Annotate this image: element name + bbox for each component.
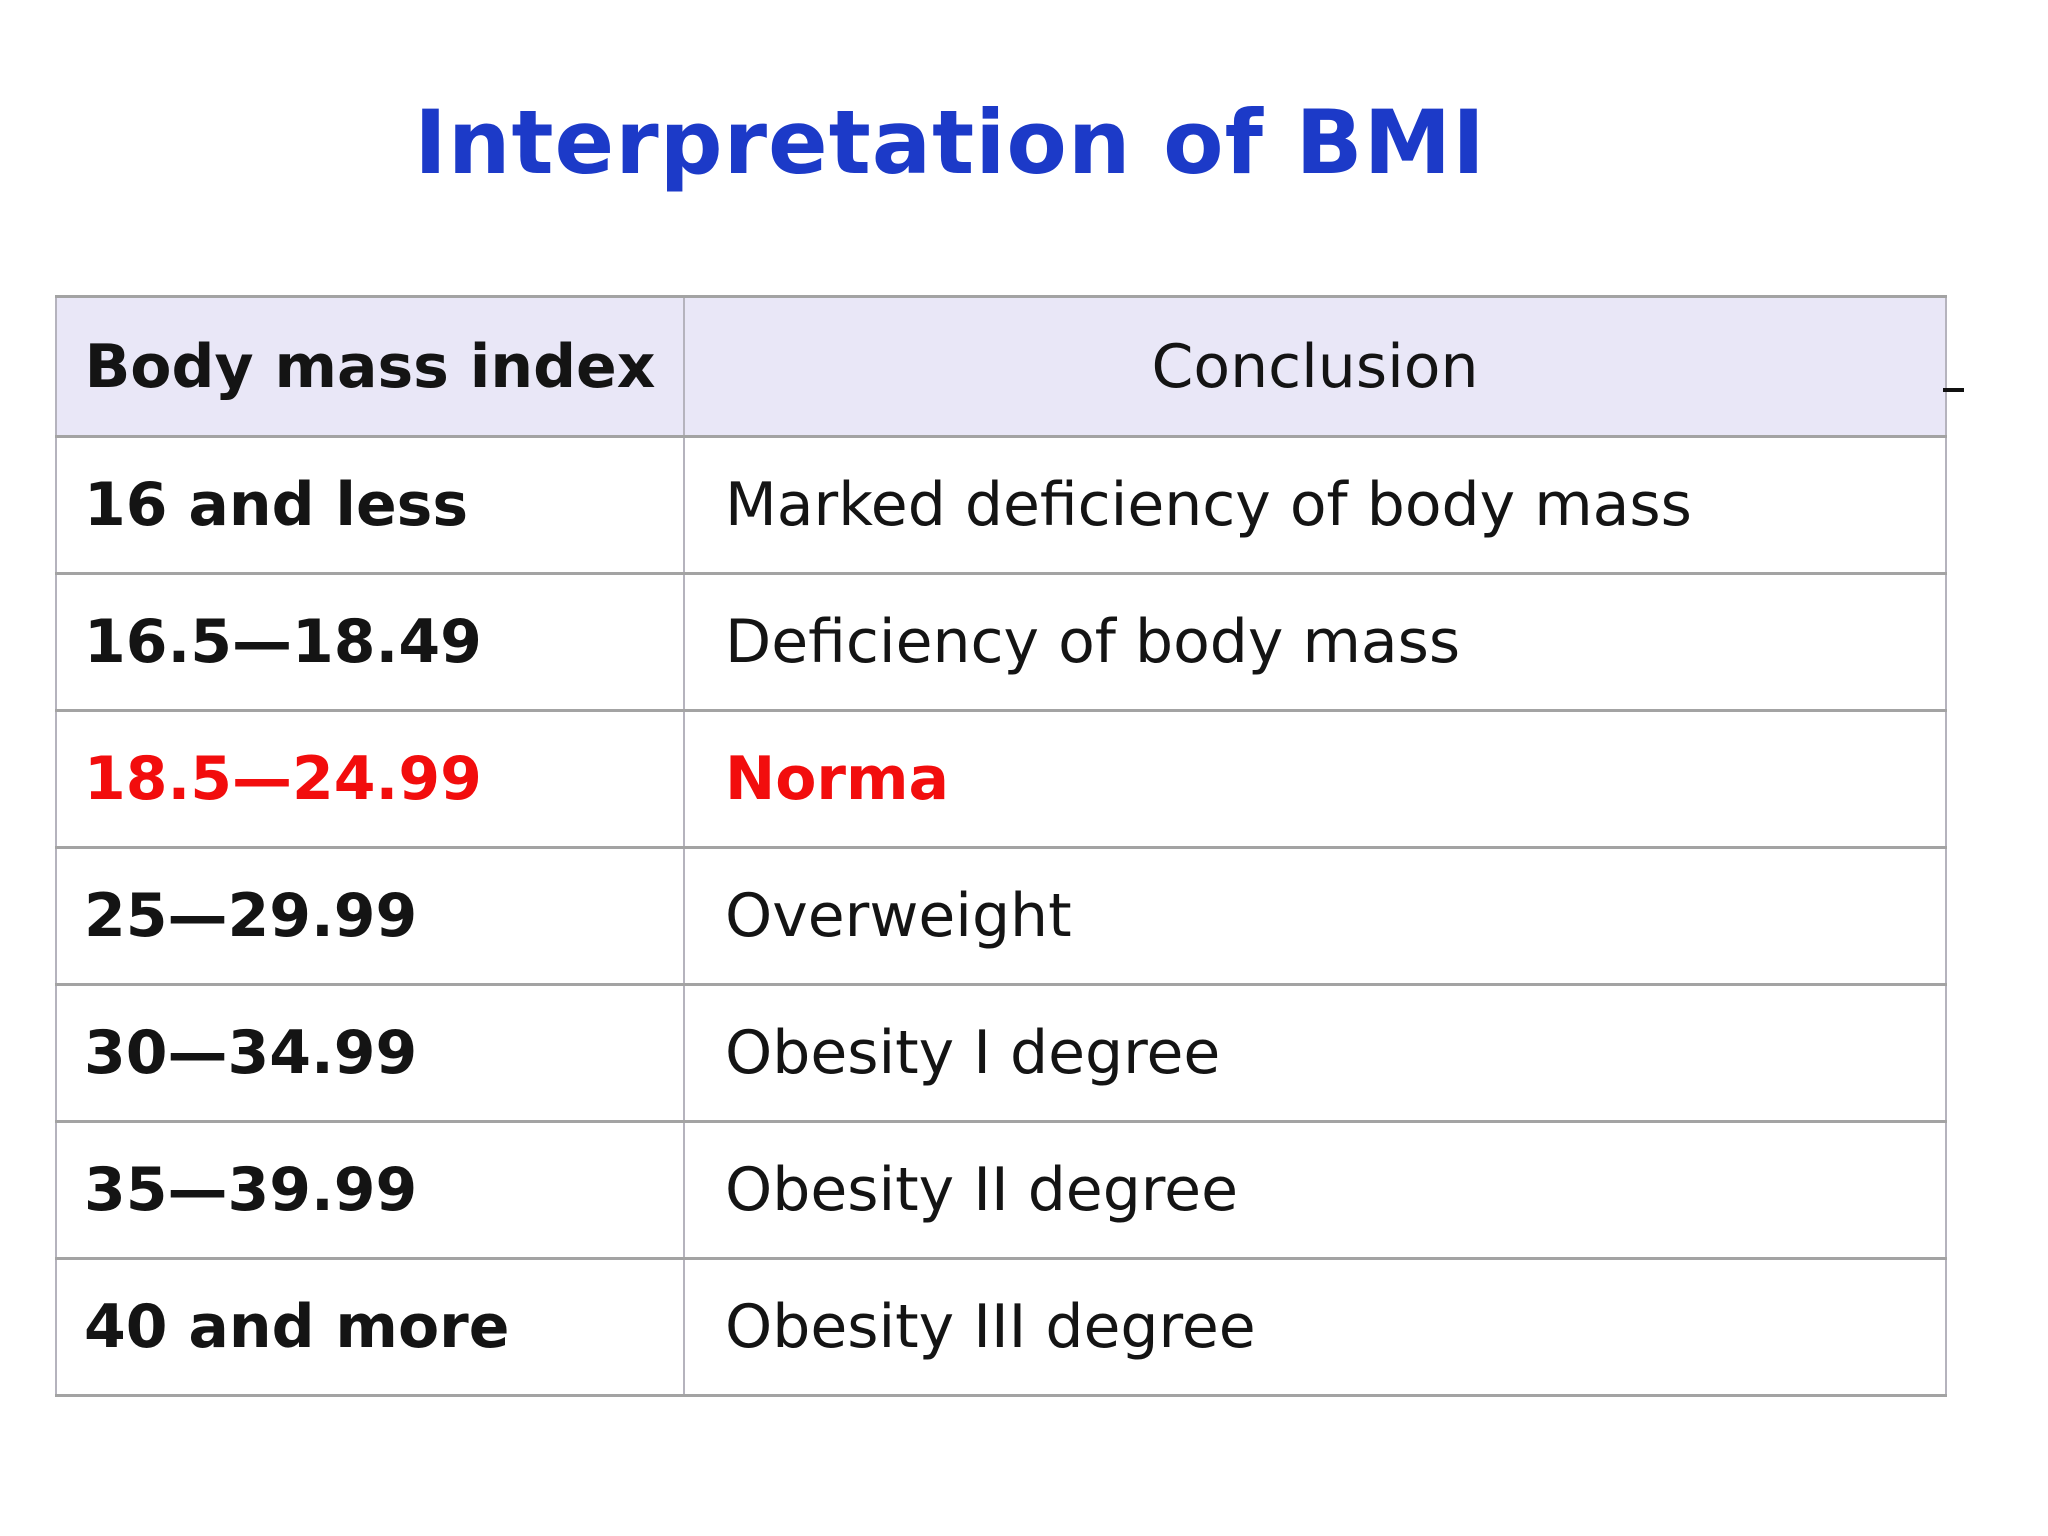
table-body: 16 and less Marked deficiency of body mas…	[55, 435, 1947, 1397]
bmi-table: Body mass index Conclusion 16 and less Ma…	[55, 295, 1947, 1397]
conclusion-cell: Deficiency of body mass	[683, 572, 1947, 712]
table-row: 35—39.99 Obesity II degree	[55, 1120, 1947, 1260]
bmi-range-cell: 18.5—24.99	[55, 709, 685, 849]
page-title: Interpretation of BMI	[414, 91, 1486, 194]
column-header-body-mass-index: Body mass index	[55, 295, 685, 438]
table-header-row: Body mass index Conclusion	[55, 295, 1947, 438]
table-row: 25—29.99 Overweight	[55, 846, 1947, 986]
table-row: 30—34.99 Obesity I degree	[55, 983, 1947, 1123]
table-row: 40 and more Obesity III degree	[55, 1257, 1947, 1397]
stray-dash-mark	[1943, 388, 1964, 392]
conclusion-cell: Norma	[683, 709, 1947, 849]
conclusion-cell: Marked deficiency of body mass	[683, 435, 1947, 575]
column-header-conclusion: Conclusion	[683, 295, 1947, 438]
bmi-table-container: Body mass index Conclusion 16 and less Ma…	[55, 295, 1947, 1397]
bmi-range-cell: 16 and less	[55, 435, 685, 575]
bmi-range-cell: 35—39.99	[55, 1120, 685, 1260]
conclusion-cell: Obesity III degree	[683, 1257, 1947, 1397]
bmi-range-cell: 25—29.99	[55, 846, 685, 986]
bmi-range-cell: 40 and more	[55, 1257, 685, 1397]
bmi-range-cell: 30—34.99	[55, 983, 685, 1123]
bmi-range-cell: 16.5—18.49	[55, 572, 685, 712]
conclusion-cell: Overweight	[683, 846, 1947, 986]
conclusion-cell: Obesity I degree	[683, 983, 1947, 1123]
conclusion-cell: Obesity II degree	[683, 1120, 1947, 1260]
table-row: 16.5—18.49 Deficiency of body mass	[55, 572, 1947, 712]
table-row: 16 and less Marked deficiency of body mas…	[55, 435, 1947, 575]
table-row: 18.5—24.99 Norma	[55, 709, 1947, 849]
